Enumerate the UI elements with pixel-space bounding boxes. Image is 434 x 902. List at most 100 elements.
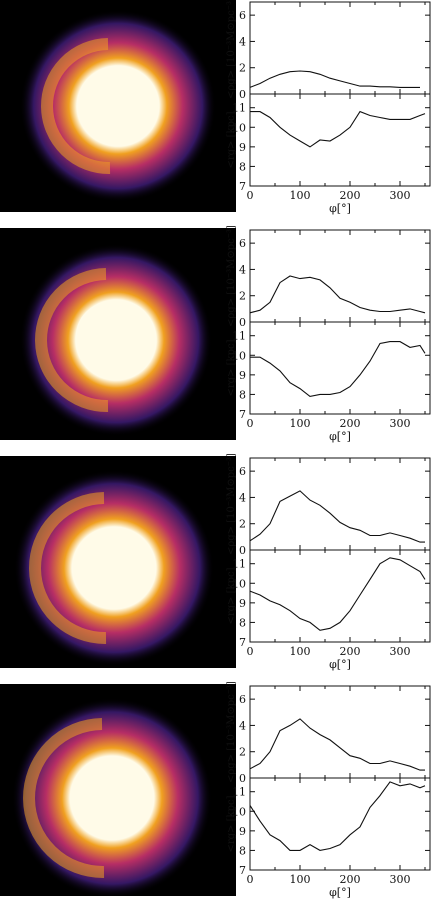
- y-axis-label: <ρg> [10⁻³M⊙pc⁻³]: [226, 681, 237, 783]
- y-axis-label: <rg> [kpc]: [226, 111, 237, 168]
- y-axis-label: <rg> [kpc]: [226, 567, 237, 624]
- y-tick-label: 7: [239, 180, 246, 193]
- plot-frame: [249, 777, 431, 871]
- spiral-arm: [23, 718, 105, 879]
- y-tick-label: 0: [239, 544, 246, 557]
- y-tick-label: 10: [232, 805, 246, 818]
- plot-frame: [249, 321, 431, 415]
- y-tick-label: 4: [239, 719, 246, 732]
- radius-panel-3: 7 8 9 10 11 0 100 200 300 φ[°] <rg> [kpc]: [226, 549, 431, 671]
- y-tick-label: 2: [239, 746, 246, 759]
- x-tick-label: 100: [290, 189, 311, 202]
- y-tick-label: 10: [232, 349, 246, 362]
- y-tick-label: 4: [239, 491, 246, 504]
- y-tick-label: 4: [239, 35, 246, 48]
- galaxy-core: [76, 302, 144, 370]
- y-tick-label: 11: [232, 786, 246, 799]
- series-line: [250, 110, 426, 148]
- series-line: [249, 275, 426, 314]
- y-tick-label: 0: [239, 772, 246, 785]
- y-tick-label: 6: [239, 9, 246, 22]
- galaxy-core: [74, 530, 142, 598]
- y-tick-label: 6: [239, 693, 246, 706]
- plot-frame: [249, 93, 431, 187]
- y-tick-label: 0: [239, 88, 246, 101]
- series-line: [249, 490, 425, 543]
- galaxy-core: [72, 760, 140, 828]
- galaxy-core: [78, 68, 146, 136]
- y-tick-label: 11: [232, 330, 246, 343]
- y-tick-label: 6: [239, 237, 246, 250]
- y-tick-label: 4: [239, 263, 246, 276]
- x-tick-label: 300: [390, 189, 411, 202]
- series-line: [249, 781, 426, 851]
- y-tick-label: 10: [232, 577, 246, 590]
- density-panel-4: 0 2 4 6<ρg> [10⁻³M⊙pc⁻³]: [226, 681, 431, 785]
- series-line: [249, 557, 426, 631]
- x-tick-label: 0: [247, 873, 254, 886]
- y-tick-label: 10: [232, 121, 246, 134]
- y-tick-label: 8: [239, 616, 246, 629]
- y-tick-label: 9: [239, 825, 246, 838]
- figure-row-1: [0, 0, 434, 214]
- y-tick-label: 8: [239, 388, 246, 401]
- y-tick-label: 9: [239, 369, 246, 382]
- y-tick-label: 6: [239, 465, 246, 478]
- x-tick-label: 200: [340, 645, 361, 658]
- y-tick-label: 8: [239, 160, 246, 173]
- x-tick-label: 200: [340, 417, 361, 430]
- x-tick-label: 100: [290, 417, 311, 430]
- figure-row-3: [0, 456, 434, 670]
- y-tick-label: 7: [239, 636, 246, 649]
- y-axis-label: <ρg> [10⁻³M⊙pc⁻³]: [226, 453, 237, 555]
- spiral-arm: [35, 268, 109, 413]
- x-tick-label: 300: [390, 417, 411, 430]
- y-axis-label: <ρg> [10⁻³M⊙pc⁻³]: [226, 225, 237, 327]
- y-tick-label: 2: [239, 518, 246, 531]
- x-tick-label: 0: [247, 417, 254, 430]
- y-tick-label: 2: [239, 290, 246, 303]
- x-axis-label: φ[°]: [329, 202, 351, 215]
- x-tick-label: 100: [290, 873, 311, 886]
- simulation-image-1: [0, 0, 236, 212]
- y-tick-label: 9: [239, 141, 246, 154]
- y-tick-label: 7: [239, 408, 246, 421]
- y-tick-label: 2: [239, 62, 246, 75]
- x-axis-label: φ[°]: [329, 886, 351, 899]
- series-line: [249, 70, 420, 88]
- x-tick-label: 300: [390, 645, 411, 658]
- simulation-image-3: [0, 456, 236, 668]
- x-tick-label: 200: [340, 189, 361, 202]
- galaxy-render: [12, 698, 212, 896]
- density-panel-1: 0 2 4 6<ρg> [10⁻³M⊙pc⁻³]: [226, 0, 431, 101]
- y-tick-label: 11: [232, 558, 246, 571]
- plot-frame: [249, 1, 431, 95]
- x-tick-label: 0: [247, 645, 254, 658]
- series-line: [250, 341, 426, 397]
- x-axis-label: φ[°]: [329, 430, 351, 443]
- x-tick-label: 300: [390, 873, 411, 886]
- y-tick-label: 7: [239, 864, 246, 877]
- x-tick-label: 100: [290, 645, 311, 658]
- series-line: [249, 718, 425, 771]
- density-panel-3: 0 2 4 6<ρg> [10⁻³M⊙pc⁻³]: [226, 453, 431, 557]
- simulation-image-4: [0, 684, 236, 896]
- figure-row-2: [0, 228, 434, 442]
- y-axis-label: <rg> [kpc]: [226, 339, 237, 396]
- plot-frame: [249, 549, 431, 643]
- y-axis-label: <ρg> [10⁻³M⊙pc⁻³]: [226, 0, 237, 99]
- y-axis-label: <rg> [kpc]: [226, 795, 237, 852]
- x-tick-label: 0: [247, 189, 254, 202]
- spiral-arm: [41, 38, 111, 175]
- galaxy-render: [14, 470, 214, 666]
- x-axis-label: φ[°]: [329, 658, 351, 671]
- y-tick-label: 11: [232, 102, 246, 115]
- simulation-image-2: [0, 228, 236, 440]
- plot-frame: [249, 229, 431, 323]
- radius-panel-2: 7 8 9 10 11 0 100 200 300 φ[°] <rg> [kpc]: [226, 321, 431, 443]
- galaxy-render: [20, 10, 216, 202]
- figure-row-4: [0, 684, 434, 898]
- y-tick-label: 8: [239, 844, 246, 857]
- radius-panel-1: 7 8 9 10 11 0 100 200 300 φ[°] <rg> [kpc]: [226, 93, 431, 215]
